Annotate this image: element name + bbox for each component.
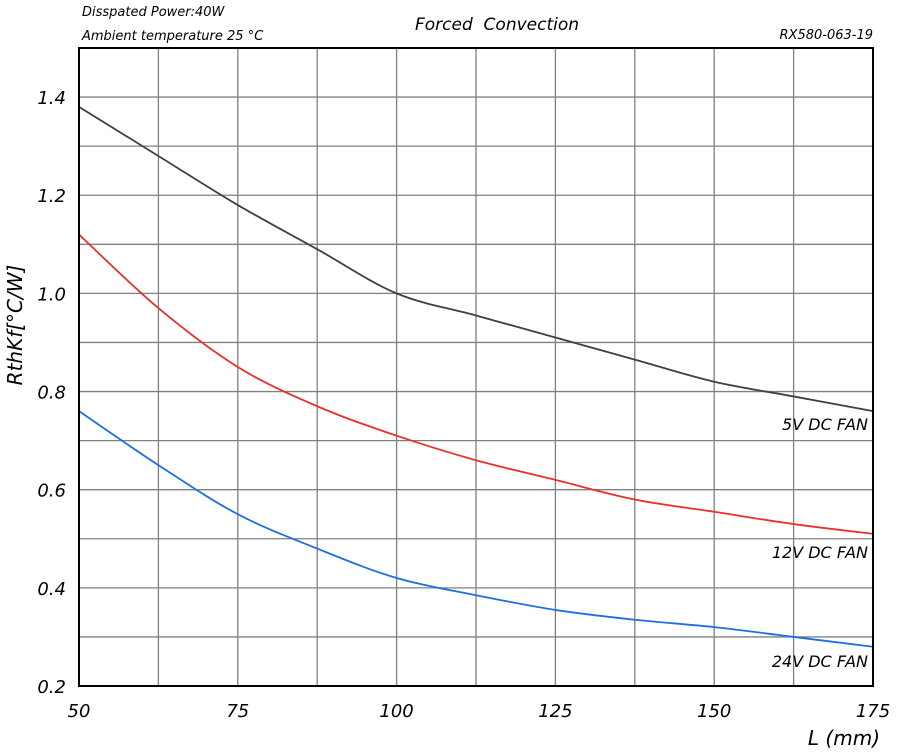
x-tick-label: 75: [226, 701, 249, 722]
series-line-1: [78, 233, 874, 535]
y-tick-label: 1.4: [37, 88, 66, 109]
y-tick-label: 0.6: [37, 481, 66, 502]
series-line-2: [78, 410, 874, 648]
y-tick-label: 0.4: [37, 579, 66, 600]
note-ambient: Ambient temperature 25 °C: [81, 29, 264, 44]
x-tick-label: 100: [379, 701, 413, 722]
x-tick-label: 150: [697, 701, 731, 722]
y-tick-label: 1.0: [37, 284, 66, 305]
curves: [78, 106, 874, 648]
x-tick-label: 125: [538, 701, 572, 722]
y-axis-label: RthKf[°C/W]: [3, 265, 27, 386]
y-tick-label: 0.8: [37, 383, 66, 404]
x-axis-label: L (mm): [808, 726, 880, 750]
x-tick-label: 175: [856, 701, 890, 722]
grid: [79, 48, 873, 686]
chart-title: Forced Convection: [415, 15, 579, 35]
x-tick-label: 50: [68, 701, 91, 722]
plot-frame: [78, 47, 874, 687]
series-label: 5V DC FAN: [782, 415, 868, 434]
series-labels: 5V DC FAN 12V DC FAN 24V DC FAN: [772, 415, 868, 671]
series-line-0: [78, 106, 874, 413]
series-label: 12V DC FAN: [772, 543, 868, 562]
series-label: 24V DC FAN: [772, 652, 868, 671]
note-power: Disspated Power:40W: [82, 5, 226, 20]
tick-labels: 50 75 100 125 150 175 0.2 0.4 0.6 0.8 1.0 1.2 1.4: [37, 88, 890, 722]
y-tick-label: 1.2: [37, 186, 66, 207]
chart-code: RX580-063-19: [780, 28, 874, 43]
y-tick-label: 0.2: [37, 677, 66, 698]
